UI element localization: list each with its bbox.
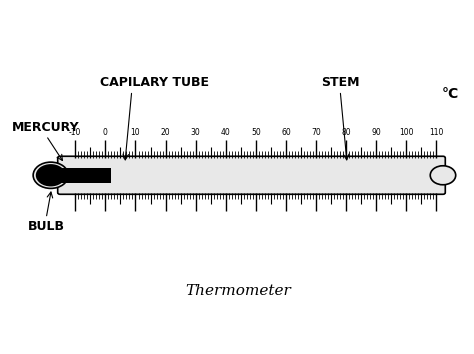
- Text: 60: 60: [281, 127, 291, 137]
- Text: -10: -10: [69, 127, 82, 137]
- Text: 70: 70: [311, 127, 321, 137]
- Text: 50: 50: [251, 127, 261, 137]
- Circle shape: [36, 164, 66, 187]
- Text: 100: 100: [399, 127, 414, 137]
- Bar: [60, 168, 111, 183]
- Text: 80: 80: [341, 127, 351, 137]
- Text: STEM: STEM: [321, 76, 359, 89]
- Text: Thermometer: Thermometer: [185, 284, 291, 298]
- Text: °C: °C: [442, 87, 459, 101]
- Text: 30: 30: [191, 127, 201, 137]
- Text: 40: 40: [221, 127, 231, 137]
- Text: 10: 10: [131, 127, 140, 137]
- Text: MERCURY: MERCURY: [12, 121, 80, 134]
- Circle shape: [430, 166, 456, 185]
- Circle shape: [33, 162, 68, 188]
- FancyBboxPatch shape: [58, 156, 445, 194]
- Text: 110: 110: [429, 127, 444, 137]
- Text: 0: 0: [103, 127, 108, 137]
- Text: 20: 20: [161, 127, 170, 137]
- Text: BULB: BULB: [27, 220, 64, 233]
- Text: 90: 90: [372, 127, 381, 137]
- Text: CAPILARY TUBE: CAPILARY TUBE: [100, 76, 210, 89]
